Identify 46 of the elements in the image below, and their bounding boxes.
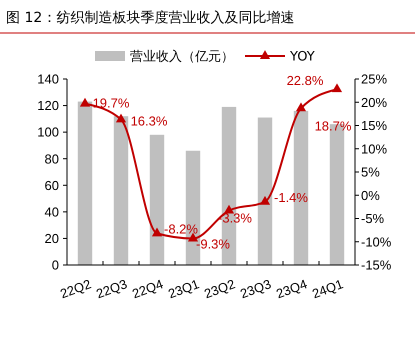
x-tick-label: 23Q1 — [166, 276, 202, 302]
y-tick-label: 40 — [44, 204, 59, 220]
data-label: -9.3% — [196, 236, 230, 252]
data-label: 22.8% — [286, 73, 324, 88]
data-label: 16.3% — [130, 113, 168, 128]
y2-tick-label: 5% — [361, 164, 380, 180]
x-tick-label: 23Q3 — [238, 276, 274, 302]
data-label: 19.7% — [92, 96, 130, 111]
bar — [78, 102, 92, 265]
x-tick-label: 22Q3 — [94, 276, 130, 302]
y-tick-label: 80 — [44, 151, 59, 166]
data-label: -3.3% — [218, 210, 252, 226]
y2-tick-label: -10% — [361, 234, 392, 250]
point — [80, 98, 90, 107]
y2-tick-label: 15% — [361, 118, 388, 134]
point — [296, 102, 306, 112]
y-tick-label: 0 — [52, 258, 59, 273]
point — [332, 83, 342, 92]
y2-tick-label: 0% — [361, 188, 380, 203]
y2-tick-label: -5% — [361, 211, 385, 226]
bar — [150, 134, 164, 265]
y-tick-label: 140 — [37, 72, 59, 87]
bar — [114, 116, 128, 265]
data-label: 18.7% — [314, 118, 352, 134]
point — [260, 196, 270, 205]
x-tick-label: 22Q2 — [58, 276, 94, 302]
point — [116, 114, 126, 122]
bar — [258, 118, 272, 265]
chart-title: 图 12：纺织制造板块季度营业收入及同比增速 — [6, 10, 294, 26]
y-tick-label: 100 — [37, 124, 59, 140]
y-tick-label: 20 — [44, 230, 59, 246]
y2-tick-label: 10% — [361, 141, 388, 156]
data-label: -1.4% — [274, 190, 308, 205]
data-label: -8.2% — [164, 221, 198, 236]
point — [152, 227, 162, 236]
x-tick-label: 22Q4 — [130, 276, 166, 302]
y-tick-label: 60 — [44, 178, 59, 193]
y-tick-label: 120 — [37, 98, 59, 114]
y2-tick-label: -15% — [361, 258, 392, 273]
y2-tick-label: 25% — [361, 72, 388, 87]
legend-label: 营业收入（亿元） — [130, 50, 234, 65]
legend-label: YOY — [289, 50, 315, 65]
x-tick-label: 23Q4 — [274, 276, 310, 302]
x-tick-label: 23Q2 — [202, 276, 238, 302]
y2-tick-label: 20% — [361, 94, 388, 110]
x-tick-label: 24Q1 — [310, 276, 346, 302]
